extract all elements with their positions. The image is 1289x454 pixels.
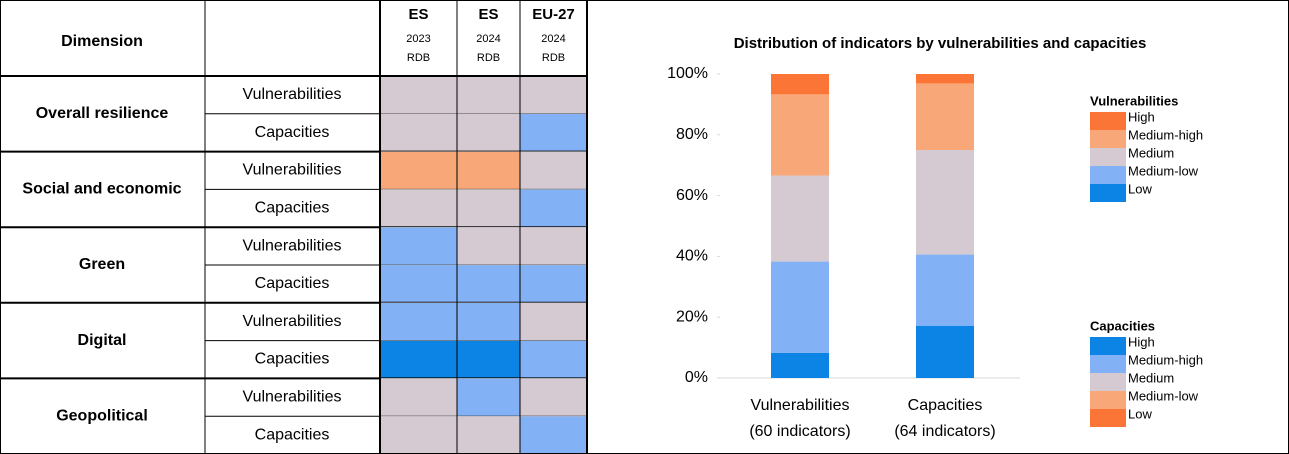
row-label: Vulnerabilities: [242, 162, 341, 179]
column-source: RDB: [407, 52, 430, 64]
cell: [379, 226, 458, 266]
legend-swatch: [1090, 184, 1126, 202]
dimension-name: Overall resilience: [36, 105, 169, 122]
y-tick-label: 80%: [676, 126, 708, 143]
legend-swatch: [1090, 166, 1126, 184]
cell: [519, 415, 588, 454]
legend-swatch: [1090, 391, 1126, 409]
legend-label: High: [1128, 109, 1155, 124]
cell: [456, 189, 521, 228]
cell: [379, 113, 458, 152]
legend-label: Low: [1128, 181, 1152, 196]
legend-label: Low: [1128, 406, 1152, 421]
row-label: Capacities: [255, 351, 330, 368]
cell: [379, 75, 458, 115]
bar-segment: [771, 261, 829, 353]
cell: [456, 378, 521, 417]
legend-swatch: [1090, 112, 1126, 130]
cell: [456, 75, 521, 115]
row-label: Vulnerabilities: [242, 389, 341, 406]
legend-swatch: [1090, 130, 1126, 148]
y-tick-label: 100%: [667, 65, 708, 82]
x-tick-label: Capacities: [908, 397, 983, 414]
legend-swatch: [1090, 373, 1126, 391]
x-tick-note: (64 indicators): [894, 423, 995, 440]
x-tick-label: Vulnerabilities: [750, 397, 849, 414]
cell: [456, 415, 521, 454]
row-label: Capacities: [255, 275, 330, 292]
bar-segment: [771, 94, 829, 176]
dimension-name: Geopolitical: [56, 407, 148, 424]
cell: [379, 340, 458, 379]
legend-label: Medium-low: [1128, 388, 1199, 403]
column-source: RDB: [477, 52, 500, 64]
dimension-name: Green: [79, 256, 125, 273]
bar-segment: [916, 254, 974, 326]
column-year: 2023: [406, 33, 430, 45]
cell: [456, 340, 521, 379]
legend-title: Vulnerabilities: [1090, 93, 1178, 108]
cell: [456, 151, 521, 190]
legend-swatch: [1090, 148, 1126, 166]
cell: [519, 189, 588, 228]
row-label: Vulnerabilities: [242, 237, 341, 254]
column-year: 2024: [541, 33, 565, 45]
dimension-name: Digital: [78, 332, 127, 349]
y-tick-label: 0%: [685, 369, 708, 386]
dimension-name: Social and economic: [22, 181, 181, 198]
column-source: RDB: [542, 52, 565, 64]
legend-label: Medium: [1128, 370, 1174, 385]
legend-label: Medium-high: [1128, 127, 1203, 142]
bar-segment: [916, 74, 974, 84]
y-tick-label: 60%: [676, 187, 708, 204]
cell: [519, 302, 588, 341]
cell: [519, 378, 588, 417]
legend-label: Medium-high: [1128, 352, 1203, 367]
table-header: Dimension: [61, 33, 143, 50]
cell: [379, 378, 458, 417]
legend-label: Medium: [1128, 145, 1174, 160]
chart-title: Distribution of indicators by vulnerabil…: [734, 35, 1147, 52]
bar-segment: [916, 325, 974, 378]
cell: [456, 113, 521, 152]
bar-segment: [916, 83, 974, 150]
cell: [519, 340, 588, 379]
row-label: Capacities: [255, 124, 330, 141]
column-name: EU-27: [532, 6, 575, 23]
column-year: 2024: [476, 33, 500, 45]
row-label: Capacities: [255, 200, 330, 217]
column-name: ES: [408, 6, 428, 23]
legend-swatch: [1090, 409, 1126, 427]
cell: [379, 264, 458, 304]
y-tick-label: 40%: [676, 248, 708, 265]
row-label: Capacities: [255, 426, 330, 443]
cell: [456, 264, 521, 304]
cell: [519, 151, 588, 190]
legend-swatch: [1090, 337, 1126, 355]
row-label: Vulnerabilities: [242, 86, 341, 103]
cell: [519, 75, 588, 115]
cell: [379, 189, 458, 228]
bar-segment: [771, 74, 829, 95]
cell: [519, 113, 588, 152]
bar-segment: [916, 150, 974, 255]
cell: [379, 302, 458, 341]
legend-label: Medium-low: [1128, 163, 1199, 178]
cell: [379, 151, 458, 190]
cell: [379, 415, 458, 454]
cell: [519, 226, 588, 266]
column-name: ES: [478, 6, 498, 23]
row-label: Vulnerabilities: [242, 313, 341, 330]
cell: [456, 226, 521, 266]
x-tick-note: (60 indicators): [749, 423, 850, 440]
legend-label: High: [1128, 334, 1155, 349]
cell: [519, 264, 588, 304]
bar-segment: [771, 352, 829, 378]
legend-swatch: [1090, 355, 1126, 373]
cell: [456, 302, 521, 341]
y-tick-label: 20%: [676, 308, 708, 325]
legend-title: Capacities: [1090, 318, 1155, 333]
bar-segment: [771, 175, 829, 262]
